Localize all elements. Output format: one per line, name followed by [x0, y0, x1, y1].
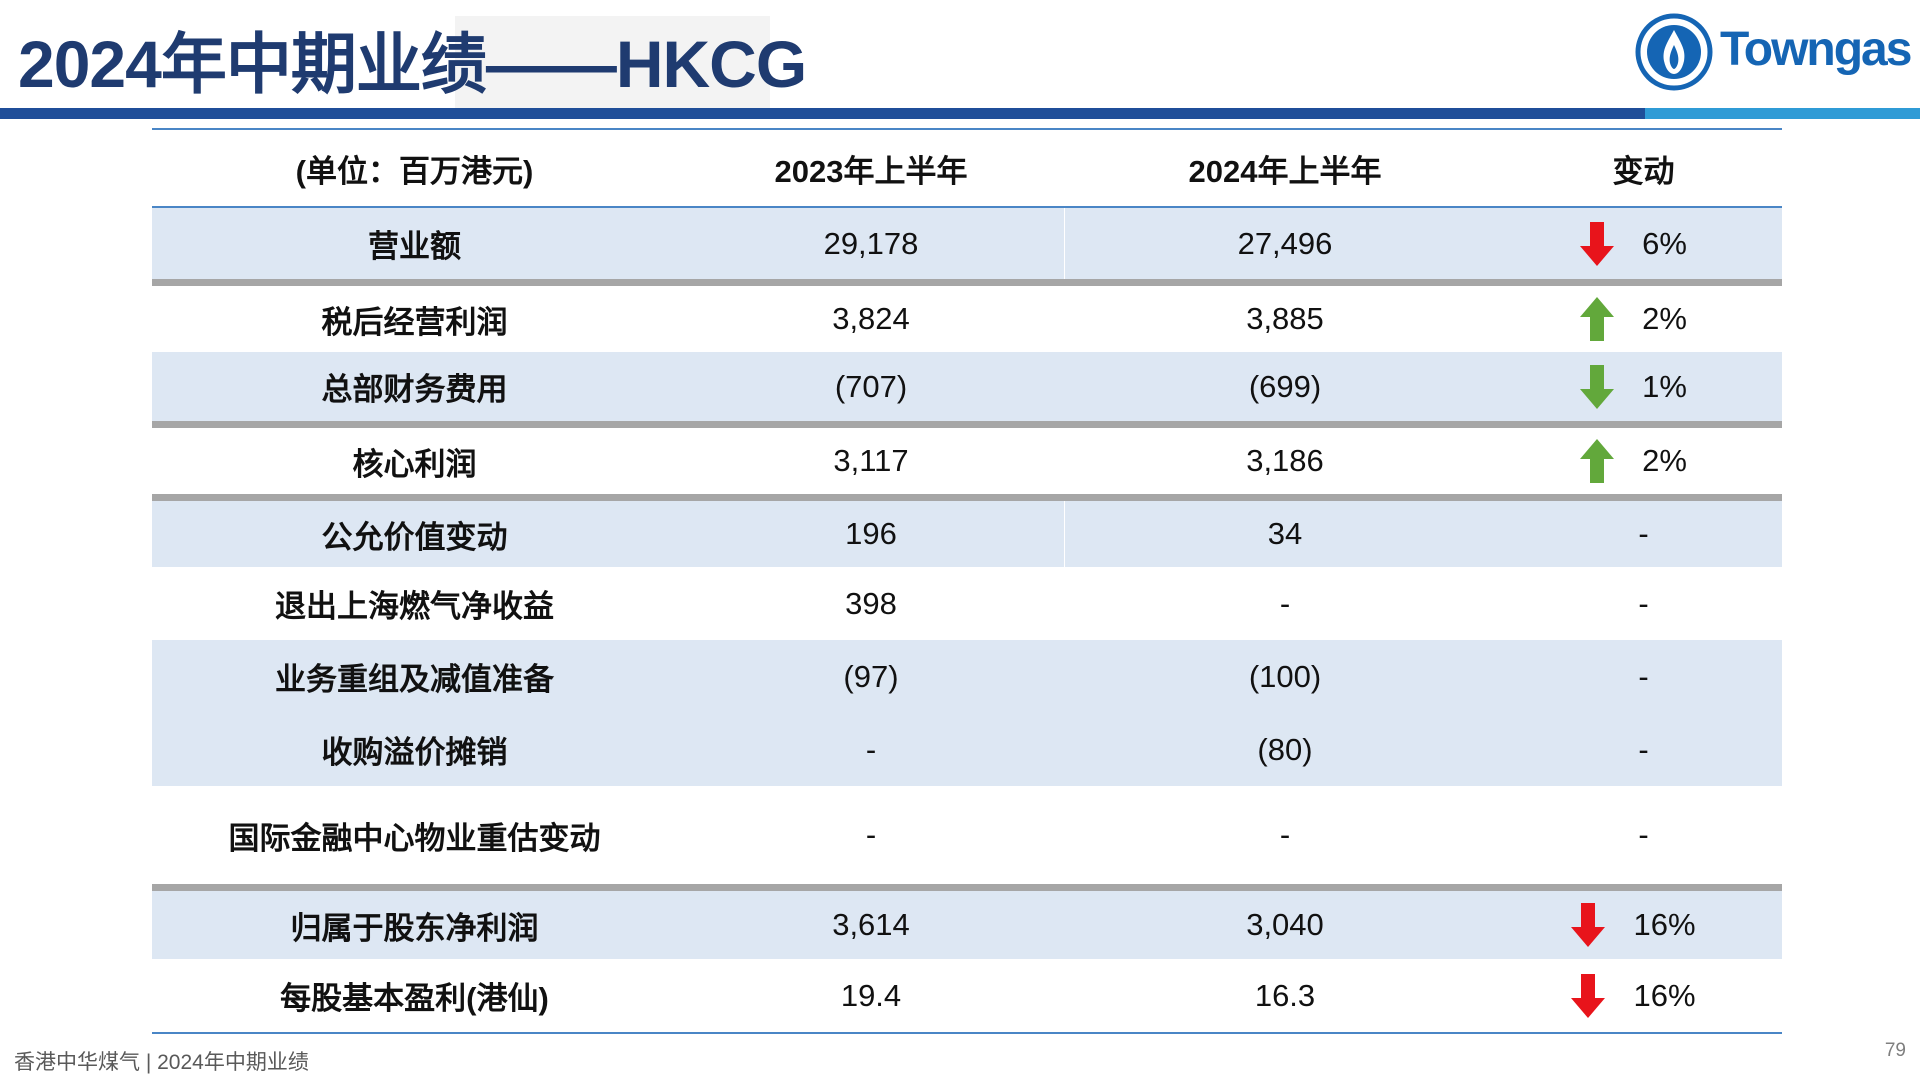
- down-arrow-icon: [1580, 364, 1615, 409]
- value-2024: -: [1279, 585, 1291, 621]
- change-cell: 16%: [1505, 973, 1782, 1018]
- up-arrow-icon: [1580, 439, 1615, 483]
- value-2023: -: [865, 731, 877, 767]
- table-row: 税后经营利润 3,824 3,885 2%: [152, 286, 1782, 352]
- table-bottom-border: [152, 1032, 1782, 1034]
- row-label: 归属于股东净利润: [290, 910, 539, 946]
- row-separator: [152, 884, 1782, 891]
- value-2024: (699): [1248, 368, 1322, 404]
- flame-logo-icon: [1635, 13, 1713, 91]
- value-2024: 3,186: [1246, 443, 1324, 478]
- table-row: 公允价值变动 196 34 -: [152, 501, 1782, 567]
- table-header-row: (单位：百万港元) 2023年上半年 2024年上半年 变动: [152, 130, 1782, 208]
- change-cell: -: [1505, 817, 1782, 853]
- page-title: 2024年中期业绩——HKCG: [18, 27, 807, 101]
- table-row: 核心利润 3,117 3,186 2%: [152, 428, 1782, 494]
- row-label: 总部财务费用: [321, 372, 508, 407]
- change-cell: -: [1505, 732, 1782, 768]
- value-2024: 34: [1267, 516, 1303, 551]
- header-rule-accent: [1645, 108, 1920, 119]
- column-divider: [1064, 208, 1065, 279]
- value-2023: 19.4: [840, 977, 902, 1013]
- value-2024: (100): [1248, 658, 1322, 694]
- towngas-logo: Towngas: [1634, 12, 1912, 92]
- value-2024: (80): [1257, 731, 1313, 767]
- change-value: 16%: [1633, 977, 1696, 1013]
- value-2023: 3,614: [832, 907, 910, 942]
- row-label: 营业额: [368, 229, 461, 264]
- value-2024: 27,496: [1237, 225, 1333, 261]
- change-value: 1%: [1642, 368, 1687, 404]
- change-cell: -: [1505, 659, 1782, 695]
- change-value: -: [1638, 658, 1649, 694]
- header-rule: [0, 108, 1650, 119]
- value-2023: 3,117: [833, 443, 909, 478]
- down-arrow-icon: [1571, 973, 1606, 1018]
- row-label: 每股基本盈利(港仙): [280, 981, 549, 1016]
- value-2023: (707): [834, 368, 908, 404]
- change-cell: -: [1505, 586, 1782, 622]
- header-unit: (单位：百万港元): [295, 153, 534, 189]
- row-label: 国际金融中心物业重估变动: [228, 820, 601, 856]
- change-value: 2%: [1642, 301, 1687, 336]
- row-separator: [152, 494, 1782, 501]
- header-2024: 2024年上半年: [1188, 153, 1382, 189]
- row-label: 公允价值变动: [321, 519, 508, 555]
- change-value: -: [1638, 585, 1649, 621]
- table-row: 每股基本盈利(港仙) 19.4 16.3 16%: [152, 959, 1782, 1032]
- down-arrow-icon: [1580, 221, 1615, 266]
- table-row: 总部财务费用 (707) (699) 1%: [152, 352, 1782, 421]
- value-2023: 29,178: [823, 225, 919, 261]
- change-cell: 2%: [1505, 297, 1782, 341]
- value-2023: 3,824: [832, 301, 910, 336]
- change-value: 6%: [1642, 225, 1687, 261]
- column-divider: [1064, 501, 1065, 567]
- logo-wordmark: Towngas: [1720, 23, 1912, 76]
- value-2024: 16.3: [1254, 977, 1316, 1013]
- change-cell: 16%: [1505, 903, 1782, 947]
- table-row: 退出上海燃气净收益 398 - -: [152, 567, 1782, 640]
- value-2023: -: [865, 817, 877, 852]
- row-label: 核心利润: [352, 446, 477, 482]
- change-value: -: [1638, 516, 1649, 551]
- row-label: 收购溢价摊销: [321, 735, 508, 770]
- footer-text: 香港中华煤气 | 2024年中期业绩: [14, 1051, 309, 1074]
- table-row: 归属于股东净利润 3,614 3,040 16%: [152, 891, 1782, 959]
- value-2023: 196: [845, 516, 897, 551]
- value-2023: (97): [843, 658, 899, 694]
- change-cell: -: [1505, 516, 1782, 552]
- value-2024: 3,885: [1246, 301, 1324, 336]
- change-value: -: [1638, 731, 1649, 767]
- change-cell: 1%: [1505, 364, 1782, 409]
- value-2024: 3,040: [1246, 907, 1324, 942]
- page-number: 79: [1884, 1040, 1906, 1061]
- down-arrow-icon: [1571, 903, 1606, 947]
- table-row: 业务重组及减值准备 (97) (100) -: [152, 640, 1782, 713]
- row-label: 退出上海燃气净收益: [275, 589, 554, 624]
- change-cell: 2%: [1505, 439, 1782, 483]
- value-2024: -: [1279, 817, 1291, 852]
- row-separator: [152, 421, 1782, 428]
- change-value: 2%: [1642, 443, 1687, 478]
- change-value: 16%: [1633, 907, 1696, 942]
- table-row: 营业额 29,178 27,496 6%: [152, 208, 1782, 279]
- table-top-border: [152, 128, 1782, 130]
- up-arrow-icon: [1580, 297, 1615, 341]
- change-cell: 6%: [1505, 221, 1782, 266]
- row-separator: [152, 279, 1782, 286]
- header-change: 变动: [1612, 153, 1675, 189]
- row-label: 税后经营利润: [321, 304, 508, 340]
- results-table: (单位：百万港元) 2023年上半年 2024年上半年 变动 营业额 29,17…: [152, 128, 1782, 1034]
- change-value: -: [1638, 817, 1649, 852]
- table-row: 国际金融中心物业重估变动 - - -: [152, 786, 1782, 884]
- value-2023: 398: [845, 585, 897, 621]
- header-2023: 2023年上半年: [774, 153, 968, 189]
- table-row: 收购溢价摊销 - (80) -: [152, 713, 1782, 786]
- row-label: 业务重组及减值准备: [275, 662, 554, 697]
- title-highlight: [455, 16, 770, 110]
